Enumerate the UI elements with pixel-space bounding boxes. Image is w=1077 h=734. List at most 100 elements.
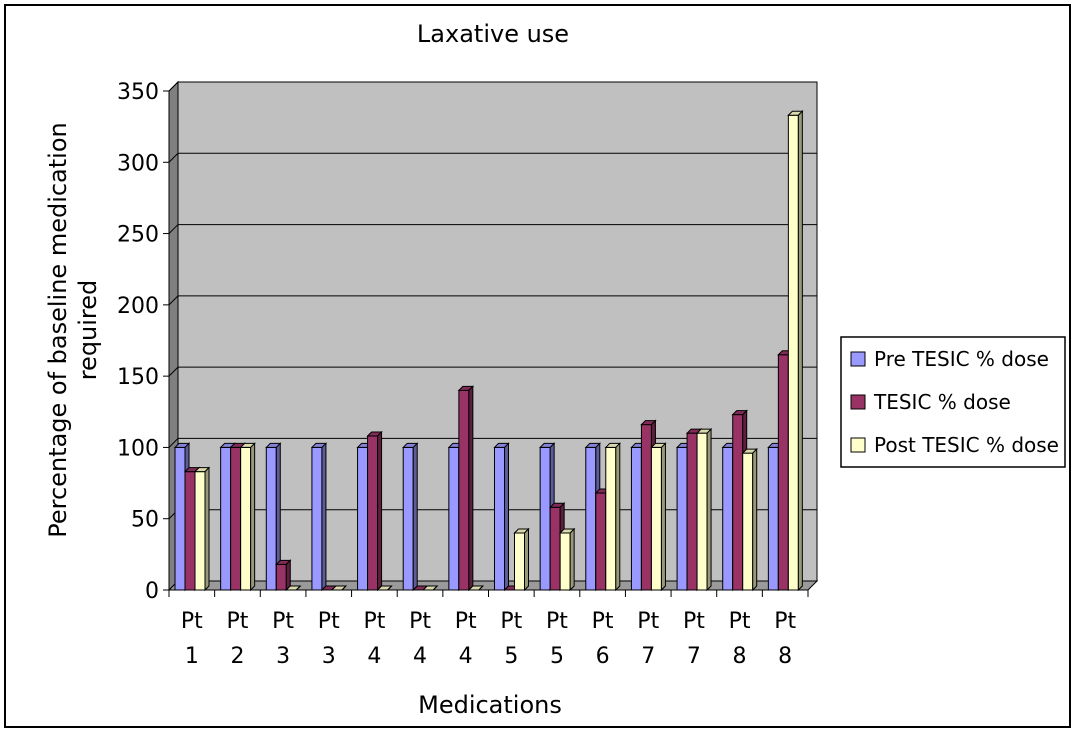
bar-front — [265, 446, 277, 591]
bar-side — [204, 466, 210, 592]
bar-front — [494, 446, 505, 591]
legend-label: Pre TESIC % dose — [874, 347, 1049, 371]
y-tick-label: 300 — [117, 151, 159, 176]
bar — [422, 585, 439, 591]
bar-front — [514, 532, 525, 591]
bar-side — [569, 527, 575, 592]
gridline — [168, 152, 817, 163]
legend-swatch — [850, 351, 866, 367]
bar-front — [240, 446, 252, 591]
bar-front — [605, 446, 617, 591]
bar-front — [696, 432, 708, 591]
legend-label: TESIC % dose — [873, 390, 1011, 414]
bar-front — [357, 446, 369, 591]
x-tick-label: Pt 8 — [729, 609, 751, 669]
bar-side — [250, 442, 256, 592]
bar-front — [194, 471, 206, 591]
y-tick-label: 200 — [117, 294, 159, 319]
x-tick-label: Pt 3 — [318, 609, 340, 669]
y-tick-label: 0 — [145, 579, 159, 604]
legend-box — [840, 336, 1066, 468]
bar-front — [275, 563, 287, 591]
bar — [787, 110, 804, 592]
legend-label: Post TESIC % dose — [874, 433, 1059, 457]
plot-area: 0 50 100 150 200 250 300 350 Pt 1 Pt 2 Pt 3 Pt 3 Pt 4 Pt 4 P… — [117, 80, 819, 669]
bar-side — [524, 527, 529, 592]
bar-front — [539, 446, 551, 591]
bar-side — [468, 385, 474, 592]
bar-front — [686, 432, 698, 591]
bar-front — [549, 506, 561, 591]
bar-side — [615, 442, 621, 592]
bar-front — [458, 389, 470, 591]
x-tick-label: Pt 2 — [227, 609, 249, 669]
bar-front — [595, 492, 607, 591]
bar-front — [220, 446, 232, 591]
bar — [330, 585, 348, 591]
bar-front — [184, 471, 196, 591]
x-tick-label: Pt 7 — [637, 609, 659, 669]
y-tick-label: 250 — [117, 223, 159, 248]
x-axis-label: Medications — [418, 691, 562, 719]
y-axis-label: Percentage of baseline medicationrequire… — [44, 122, 102, 537]
legend-swatch — [850, 437, 866, 453]
gridline — [168, 295, 817, 306]
chart-title: Laxative use — [417, 20, 569, 48]
bar — [193, 466, 211, 592]
bar-front — [630, 446, 642, 591]
bar-front — [174, 446, 186, 591]
bar-side — [377, 430, 383, 592]
bar-side — [478, 585, 484, 591]
y-tick-label: 350 — [117, 80, 159, 105]
bar-front — [311, 446, 323, 591]
bar-front — [777, 354, 789, 591]
bar-side — [341, 585, 347, 591]
bar-front — [230, 446, 242, 591]
y-tick-label: 100 — [117, 436, 159, 461]
bar-front — [559, 532, 571, 591]
bar-side — [285, 559, 291, 592]
x-tick-label: Pt 1 — [181, 609, 203, 669]
bar-front — [640, 424, 652, 591]
y-tick-label: 150 — [117, 365, 159, 390]
bar-side — [295, 585, 301, 591]
bar-side — [797, 110, 803, 592]
bar-front — [402, 446, 414, 591]
x-tick-label: Pt 5 — [546, 609, 568, 669]
x-tick-label: Pt 3 — [272, 609, 294, 669]
bar-front — [767, 446, 779, 591]
gridline — [168, 366, 817, 377]
bar-side — [387, 585, 392, 591]
bar-front — [585, 446, 597, 591]
bar — [650, 442, 667, 592]
bar — [493, 442, 510, 592]
bar-front — [787, 114, 799, 591]
x-tick-label: Pt 4 — [409, 609, 431, 669]
bar — [366, 430, 383, 592]
gridline — [168, 437, 817, 448]
x-tick-label: Pt 5 — [500, 609, 522, 669]
legend: Pre TESIC % dose TESIC % dose Post TESIC %… — [840, 336, 1066, 468]
x-tick-label: Pt 4 — [363, 609, 385, 669]
legend-swatch — [850, 394, 866, 410]
bar — [275, 559, 292, 592]
x-tick-label: Pt 7 — [683, 609, 705, 669]
bar — [285, 585, 302, 591]
x-tick-label: Pt 4 — [455, 609, 477, 669]
bar-front — [676, 446, 688, 591]
bar-front — [448, 446, 460, 591]
bar — [376, 585, 393, 591]
bar — [239, 442, 256, 592]
bar — [695, 427, 713, 592]
x-tick-label: Pt 6 — [592, 609, 614, 669]
bar — [741, 447, 758, 592]
bar — [604, 442, 621, 592]
x-tick-label: Pt 8 — [774, 609, 796, 669]
bar-side — [504, 442, 509, 592]
bar — [467, 585, 485, 591]
bar-side — [321, 442, 327, 592]
gridline — [168, 224, 817, 234]
bar-front — [367, 435, 379, 591]
bar — [513, 527, 530, 592]
